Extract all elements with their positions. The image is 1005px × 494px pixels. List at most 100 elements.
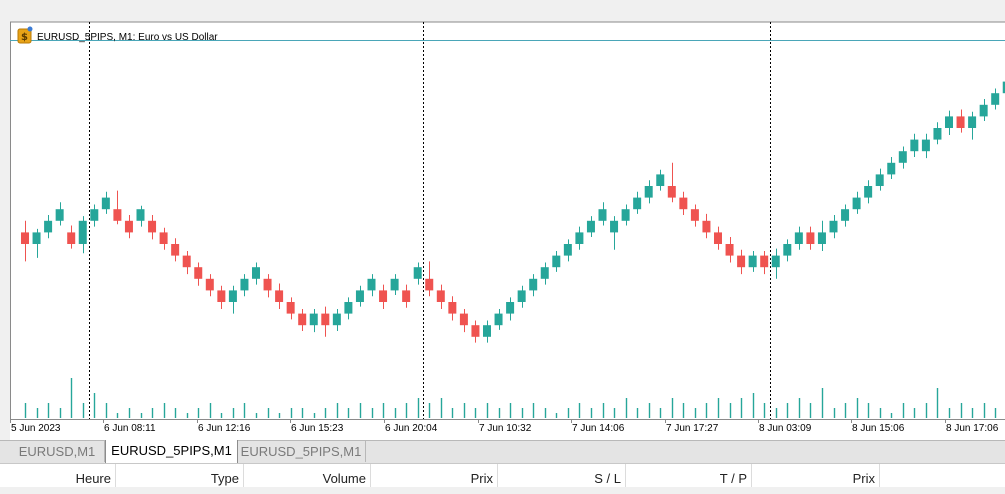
candle-body-43 (518, 290, 526, 302)
candle-body-11 (148, 221, 156, 233)
chart-area[interactable]: 5 Jun 2023 6 Jun 08:11 6 Jun 12:16 6 Jun 15… (0, 0, 1005, 440)
candle-body-28 (344, 302, 352, 314)
trade-table-header: Heure Type Volume Prix S / L T / P Prix (0, 463, 1005, 487)
chart-title: EURUSD_5PIPS, M1: Euro vs US Dollar (37, 32, 218, 43)
candle-body-23 (287, 302, 295, 314)
candle-body-27 (333, 314, 341, 326)
candle-body-54 (645, 186, 653, 198)
col-prix-current[interactable]: Prix (752, 464, 880, 487)
candle-body-65 (772, 256, 780, 268)
candle-body-78 (922, 140, 930, 152)
candle-body-9 (125, 221, 133, 233)
chart-tab-bar: EURUSD,M1 EURUSD_5PIPS,M1 EURUSD_5PIPS,M… (0, 440, 1005, 463)
candle-body-52 (622, 209, 630, 221)
candle-body-81 (957, 116, 965, 128)
candle-body-47 (564, 244, 572, 256)
candle-body-79 (933, 128, 941, 140)
time-label-7: 7 Jun 17:27 (666, 423, 719, 434)
time-label-2: 6 Jun 12:16 (198, 423, 251, 434)
candle-body-21 (264, 279, 272, 291)
time-label-10: 8 Jun 17:06 (946, 423, 999, 434)
col-heure[interactable]: Heure (0, 464, 116, 487)
svg-text:$: $ (21, 32, 28, 43)
candle-body-20 (252, 267, 260, 279)
candle-body-68 (806, 232, 814, 244)
candle-body-18 (229, 290, 237, 302)
candle-body-57 (679, 198, 687, 210)
tab-eurusd-5pips-m1-active[interactable]: EURUSD_5PIPS,M1 (105, 440, 238, 463)
time-label-8: 8 Jun 03:09 (759, 423, 812, 434)
chart-background (10, 22, 1005, 419)
candle-body-39 (471, 325, 479, 337)
candle-body-66 (783, 244, 791, 256)
candle-body-77 (910, 140, 918, 152)
candle-body-19 (240, 279, 248, 291)
candle-body-61 (726, 244, 734, 256)
candle-body-40 (483, 325, 491, 337)
candle-body-12 (160, 232, 168, 244)
candle-body-73 (864, 186, 872, 198)
col-sl[interactable]: S / L (498, 464, 626, 487)
candle-body-38 (460, 314, 468, 326)
candle-body-60 (714, 232, 722, 244)
candle-body-31 (379, 290, 387, 302)
candle-body-84 (991, 93, 999, 105)
candle-body-58 (691, 209, 699, 221)
candle-body-64 (760, 256, 768, 268)
candle-body-48 (575, 232, 583, 244)
candle-body-16 (206, 279, 214, 291)
tab-eurusd-m1[interactable]: EURUSD,M1 (10, 441, 105, 462)
candle-body-35 (425, 279, 433, 291)
time-label-9: 8 Jun 15:06 (852, 423, 905, 434)
candle-body-7 (102, 198, 110, 210)
col-tp[interactable]: T / P (626, 464, 752, 487)
candle-body-24 (298, 314, 306, 326)
candle-body-72 (853, 198, 861, 210)
candle-body-2 (44, 221, 52, 233)
time-label-6: 7 Jun 14:06 (572, 423, 625, 434)
candle-body-71 (841, 209, 849, 221)
candle-body-15 (194, 267, 202, 279)
candle-body-76 (899, 151, 907, 163)
candle-body-10 (137, 209, 145, 221)
candle-body-13 (171, 244, 179, 256)
candle-body-69 (818, 232, 826, 244)
time-label-1: 6 Jun 08:11 (104, 423, 156, 434)
candle-body-56 (668, 186, 676, 198)
col-volume[interactable]: Volume (244, 464, 371, 487)
candle-body-82 (968, 116, 976, 128)
candle-body-25 (310, 314, 318, 326)
candle-body-34 (414, 267, 422, 279)
candle-body-4 (67, 232, 75, 244)
candle-body-53 (633, 198, 641, 210)
candle-body-5 (79, 221, 87, 244)
candle-body-70 (830, 221, 838, 233)
candle-body-41 (495, 314, 503, 326)
candle-body-45 (541, 267, 549, 279)
time-label-0: 5 Jun 2023 (11, 423, 61, 434)
time-label-3: 6 Jun 15:23 (291, 423, 344, 434)
candle-body-26 (321, 314, 329, 326)
candle-body-42 (506, 302, 514, 314)
candle-body-8 (113, 209, 121, 221)
col-prix[interactable]: Prix (371, 464, 498, 487)
tab-eurusd-5pips-m1-second[interactable]: EURUSD_5PIPS,M1 (237, 441, 366, 462)
candle-body-3 (56, 209, 64, 221)
candle-body-83 (980, 105, 988, 117)
candle-body-51 (610, 221, 618, 233)
col-type[interactable]: Type (116, 464, 244, 487)
candle-body-62 (737, 256, 745, 268)
candle-body-32 (391, 279, 399, 291)
candle-body-29 (356, 290, 364, 302)
candle-body-6 (90, 209, 98, 221)
candle-body-67 (795, 232, 803, 244)
candle-body-36 (437, 290, 445, 302)
candle-body-14 (183, 256, 191, 268)
candle-body-33 (402, 290, 410, 302)
candle-body-63 (749, 256, 757, 268)
dollar-coin-icon: $ (18, 27, 33, 44)
time-label-5: 7 Jun 10:32 (479, 423, 532, 434)
candle-body-50 (599, 209, 607, 221)
candle-body-75 (887, 163, 895, 175)
candle-body-0 (21, 232, 29, 244)
